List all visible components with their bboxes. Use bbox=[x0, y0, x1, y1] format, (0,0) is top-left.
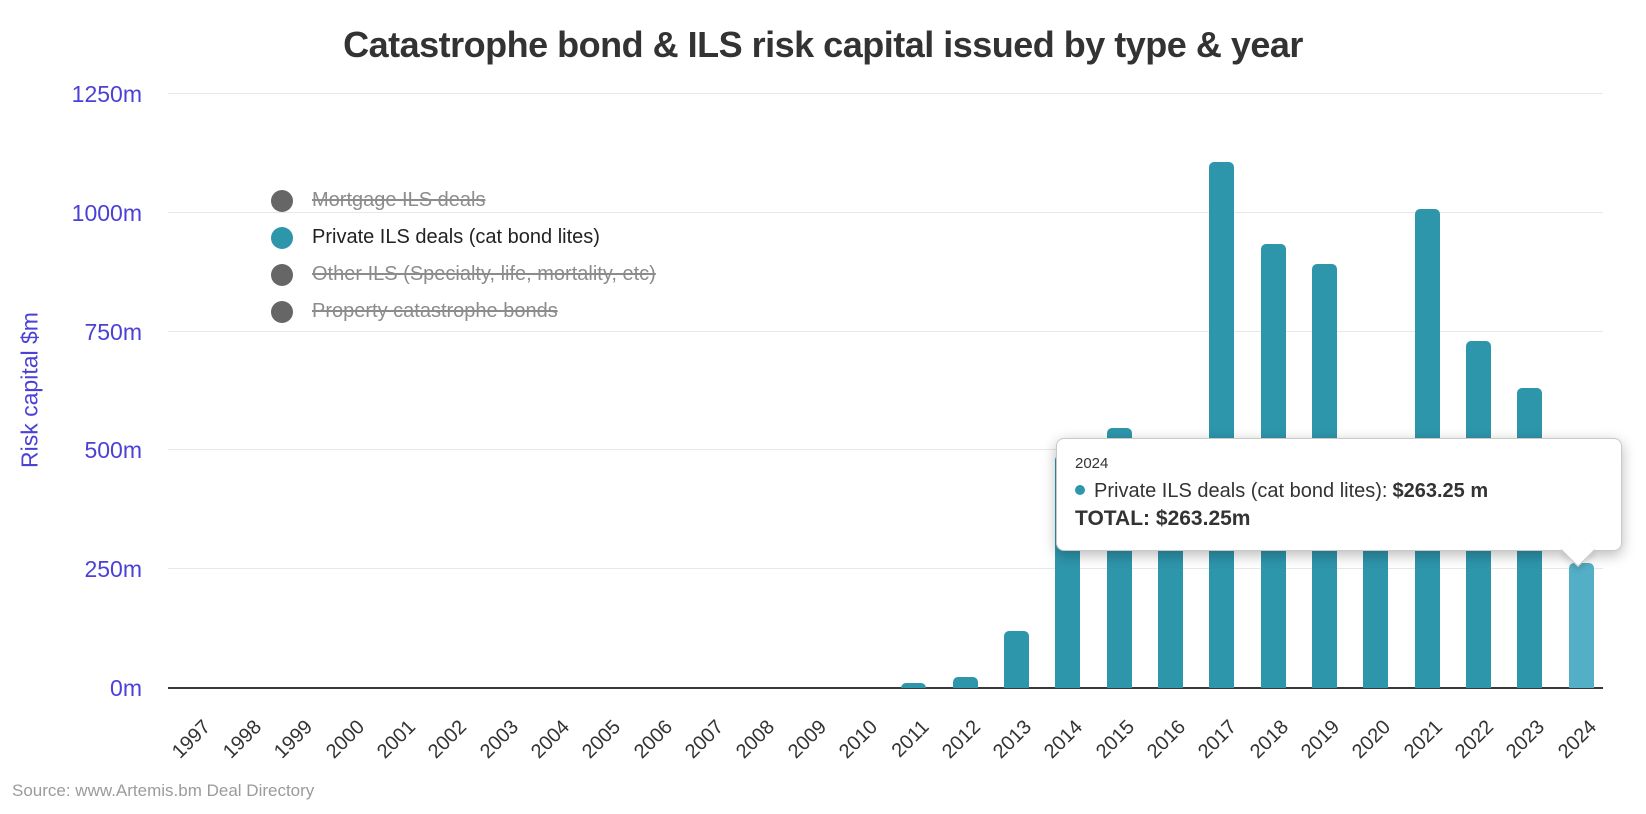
y-axis-label-1000m: 1000m bbox=[71, 200, 142, 226]
x-axis-label-2011: 2011 bbox=[887, 716, 934, 762]
y-axis-label-250m: 250m bbox=[84, 556, 142, 582]
legend-item-0[interactable]: Mortgage ILS deals bbox=[271, 182, 656, 219]
legend-item-1[interactable]: Private ILS deals (cat bond lites) bbox=[271, 219, 656, 256]
x-axis-label-2013: 2013 bbox=[988, 716, 1036, 764]
bar-2017[interactable] bbox=[1209, 162, 1234, 688]
tooltip-total-line: TOTAL: $263.25m bbox=[1075, 505, 1601, 533]
legend-item-3[interactable]: Property catastrophe bonds bbox=[271, 293, 656, 330]
x-axis-label-2003: 2003 bbox=[475, 716, 523, 764]
x-axis-label-2022: 2022 bbox=[1450, 716, 1498, 764]
x-axis-label-2021: 2021 bbox=[1399, 716, 1447, 764]
gridline-250m bbox=[168, 568, 1603, 569]
x-axis-label-2006: 2006 bbox=[629, 716, 677, 764]
bar-2012[interactable] bbox=[953, 677, 978, 688]
y-axis-title: Risk capital $m bbox=[16, 312, 43, 468]
x-axis-label-2012: 2012 bbox=[937, 716, 985, 764]
x-axis-label-2002: 2002 bbox=[424, 716, 472, 764]
x-axis-label-2024: 2024 bbox=[1553, 716, 1601, 764]
y-axis-label-0m: 0m bbox=[110, 675, 142, 701]
tooltip-pointer bbox=[1561, 533, 1595, 567]
x-axis-label-2015: 2015 bbox=[1091, 716, 1139, 764]
tooltip-series-line: Private ILS deals (cat bond lites): $263.… bbox=[1075, 477, 1601, 505]
x-axis-label-1999: 1999 bbox=[270, 716, 318, 764]
legend-item-label: Other ILS (Specialty, life, mortality, e… bbox=[312, 263, 656, 285]
legend: Mortgage ILS deals Private ILS deals (cat… bbox=[271, 182, 656, 330]
legend-item-2[interactable]: Other ILS (Specialty, life, mortality, e… bbox=[271, 256, 656, 293]
tooltip: 2024 Private ILS deals (cat bond lites):… bbox=[1056, 438, 1622, 567]
x-axis-line bbox=[168, 687, 1603, 689]
x-axis-label-2023: 2023 bbox=[1502, 716, 1550, 764]
bar-2013[interactable] bbox=[1004, 631, 1029, 688]
legend-marker-icon bbox=[271, 300, 293, 323]
x-axis-label-2009: 2009 bbox=[783, 716, 831, 764]
x-axis-label-1998: 1998 bbox=[218, 716, 266, 764]
bar-2024[interactable] bbox=[1569, 563, 1594, 688]
x-axis-label-2004: 2004 bbox=[526, 716, 574, 764]
source-credit: Source: www.Artemis.bm Deal Directory bbox=[12, 781, 315, 800]
x-axis-label-1997: 1997 bbox=[167, 716, 215, 764]
x-axis-label-2008: 2008 bbox=[732, 716, 780, 764]
y-axis-label-500m: 500m bbox=[84, 437, 142, 463]
legend-marker-icon bbox=[271, 226, 293, 249]
tooltip-total-label: TOTAL: bbox=[1075, 507, 1151, 530]
x-axis-label-2016: 2016 bbox=[1142, 716, 1190, 764]
y-axis-label-1250m: 1250m bbox=[71, 81, 142, 107]
bar-2011[interactable] bbox=[901, 683, 926, 688]
tooltip-year: 2024 bbox=[1075, 455, 1109, 472]
tooltip-series-marker-icon bbox=[1075, 485, 1085, 495]
y-axis-label-750m: 750m bbox=[84, 319, 142, 345]
x-axis-label-2018: 2018 bbox=[1245, 716, 1293, 764]
chart-title: Catastrophe bond & ILS risk capital issu… bbox=[343, 24, 1303, 65]
x-axis-label-2000: 2000 bbox=[321, 716, 369, 764]
legend-item-label: Property catastrophe bonds bbox=[312, 300, 558, 322]
x-axis-label-2010: 2010 bbox=[834, 716, 882, 764]
tooltip-series-label: Private ILS deals (cat bond lites): bbox=[1094, 480, 1388, 502]
x-axis-label-2017: 2017 bbox=[1194, 716, 1242, 764]
gridline-500m bbox=[168, 449, 1603, 450]
tooltip-total-value: $263.25m bbox=[1155, 507, 1251, 530]
x-axis-label-2020: 2020 bbox=[1348, 716, 1396, 764]
gridline-750m bbox=[168, 331, 1603, 332]
x-axis-label-2019: 2019 bbox=[1296, 716, 1344, 764]
gridline-1000m bbox=[168, 212, 1603, 213]
legend-marker-icon bbox=[271, 189, 293, 212]
x-axis-label-2014: 2014 bbox=[1040, 716, 1088, 764]
x-axis-label-2001: 2001 bbox=[372, 716, 420, 764]
gridline-1250m bbox=[168, 93, 1603, 94]
x-axis-label-2007: 2007 bbox=[680, 716, 728, 764]
x-axis-label-2005: 2005 bbox=[578, 716, 626, 764]
legend-marker-icon bbox=[271, 263, 293, 286]
legend-item-label: Mortgage ILS deals bbox=[312, 189, 486, 211]
legend-item-label: Private ILS deals (cat bond lites) bbox=[312, 226, 600, 248]
tooltip-series-value: $263.25 m bbox=[1392, 480, 1489, 502]
